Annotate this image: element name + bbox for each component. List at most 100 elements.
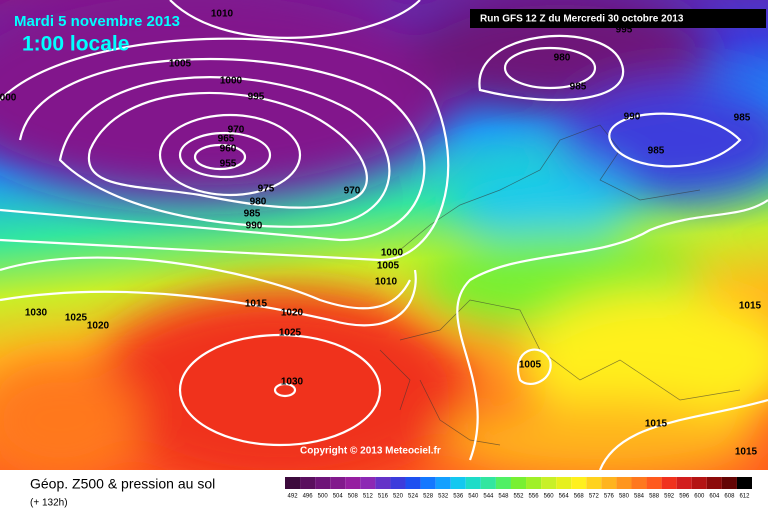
isobar-label: 1015 xyxy=(739,301,762,312)
scale-label: 496 xyxy=(303,494,314,500)
scale-swatch xyxy=(691,477,707,489)
isobar-label: 1025 xyxy=(279,328,302,339)
scale-swatch xyxy=(345,477,361,489)
isobar-label: 990 xyxy=(624,112,641,123)
scale-swatch xyxy=(586,477,602,489)
scale-label: 592 xyxy=(664,494,675,500)
scale-label: 492 xyxy=(288,494,299,500)
isobar-label: 980 xyxy=(250,197,267,208)
isobar-label: 970 xyxy=(344,186,361,197)
scale-swatch xyxy=(405,477,421,489)
scale-swatch xyxy=(526,477,542,489)
scale-swatch xyxy=(420,477,436,489)
isobar-label: 1010 xyxy=(375,277,398,288)
scale-label: 580 xyxy=(619,494,630,500)
scale-label: 512 xyxy=(363,494,374,500)
scale-label: 504 xyxy=(333,494,344,500)
scale-label: 500 xyxy=(318,494,329,500)
legend-title: Géop. Z500 & pression au sol xyxy=(30,476,215,492)
date-label: Mardi 5 novembre 2013 xyxy=(14,13,180,30)
isobar-label: 1020 xyxy=(281,308,304,319)
scale-label: 612 xyxy=(739,494,750,500)
isobar-label: 955 xyxy=(220,159,237,170)
isobar-label: 1015 xyxy=(245,299,268,310)
lead-time: (+ 132h) xyxy=(30,498,68,509)
scale-swatch xyxy=(375,477,391,489)
scale-swatch xyxy=(450,477,466,489)
isobar-label: 000 xyxy=(0,93,17,104)
scale-swatch xyxy=(360,477,376,489)
scale-swatch xyxy=(706,477,722,489)
scale-label: 576 xyxy=(604,494,615,500)
scale-label: 596 xyxy=(679,494,690,500)
scale-swatch xyxy=(315,477,331,489)
run-box xyxy=(470,9,766,28)
scale-swatch xyxy=(510,477,527,489)
isobar-label: 1015 xyxy=(735,447,758,458)
isobar-label: 995 xyxy=(616,25,633,36)
isobars xyxy=(0,0,768,470)
isobar-label: 1015 xyxy=(645,419,668,430)
isobar-label: 1005 xyxy=(169,59,192,70)
time-label: 1:00 locale xyxy=(22,33,129,56)
isobar-label: 960 xyxy=(220,144,237,155)
scale-label: 548 xyxy=(498,494,509,500)
isobar-label: 965 xyxy=(218,134,235,145)
isobar-label: 1010 xyxy=(211,9,234,20)
scale-label: 516 xyxy=(378,494,389,500)
scale-swatch xyxy=(435,477,451,489)
isobar-label: 985 xyxy=(648,146,665,157)
scale-swatch xyxy=(646,477,662,489)
map xyxy=(0,0,768,470)
isobar-label: 1025 xyxy=(65,313,88,324)
isobar-label: 995 xyxy=(248,92,265,103)
run-label: Run GFS 12 Z du Mercredi 30 octobre 2013 xyxy=(480,14,684,25)
scale-label: 600 xyxy=(694,494,705,500)
scale-label: 536 xyxy=(453,494,464,500)
scale-label: 604 xyxy=(709,494,720,500)
isobar-label: 985 xyxy=(734,113,751,124)
isobar-label: 1000 xyxy=(381,248,404,259)
isobar-label: 1030 xyxy=(281,377,304,388)
scale-swatch xyxy=(495,477,511,489)
scale-swatch xyxy=(480,477,496,489)
scale-label: 608 xyxy=(724,494,735,500)
scale-label: 524 xyxy=(408,494,419,500)
scale-label: 588 xyxy=(649,494,660,500)
isobar-label: 1005 xyxy=(519,360,542,371)
scale-label: 560 xyxy=(544,494,555,500)
isobar-label: 990 xyxy=(246,221,263,232)
scale-label: 568 xyxy=(574,494,585,500)
scale-swatch xyxy=(571,477,587,489)
scale-label: 584 xyxy=(634,494,645,500)
scale-label: 508 xyxy=(348,494,359,500)
isobar-label: 975 xyxy=(258,184,275,195)
scale-swatch xyxy=(285,477,301,489)
scale-swatch xyxy=(631,477,647,489)
scale-swatch xyxy=(330,477,346,489)
scale-swatch xyxy=(601,477,617,489)
scale-label: 544 xyxy=(483,494,494,500)
isobar-label: 985 xyxy=(244,209,261,220)
scale-label: 572 xyxy=(589,494,600,500)
scale-swatch xyxy=(556,477,572,489)
scale-swatch xyxy=(736,477,752,489)
scale-label: 556 xyxy=(529,494,540,500)
scale-label: 564 xyxy=(559,494,570,500)
scale-label: 552 xyxy=(513,494,524,500)
scale-swatch xyxy=(300,477,316,489)
isobar-label: 1030 xyxy=(25,308,48,319)
isobar-label: 1020 xyxy=(87,321,110,332)
scale-swatch xyxy=(676,477,692,489)
scale-swatch xyxy=(661,477,677,489)
scale-label: 532 xyxy=(438,494,449,500)
scale-label: 540 xyxy=(468,494,479,500)
scale-swatch xyxy=(541,477,557,489)
scale-swatch xyxy=(721,477,737,489)
copyright: Copyright © 2013 Meteociel.fr xyxy=(300,446,441,457)
scale-label: 520 xyxy=(393,494,404,500)
isobar-label: 970 xyxy=(228,125,245,136)
isobar-label: 980 xyxy=(554,53,571,64)
